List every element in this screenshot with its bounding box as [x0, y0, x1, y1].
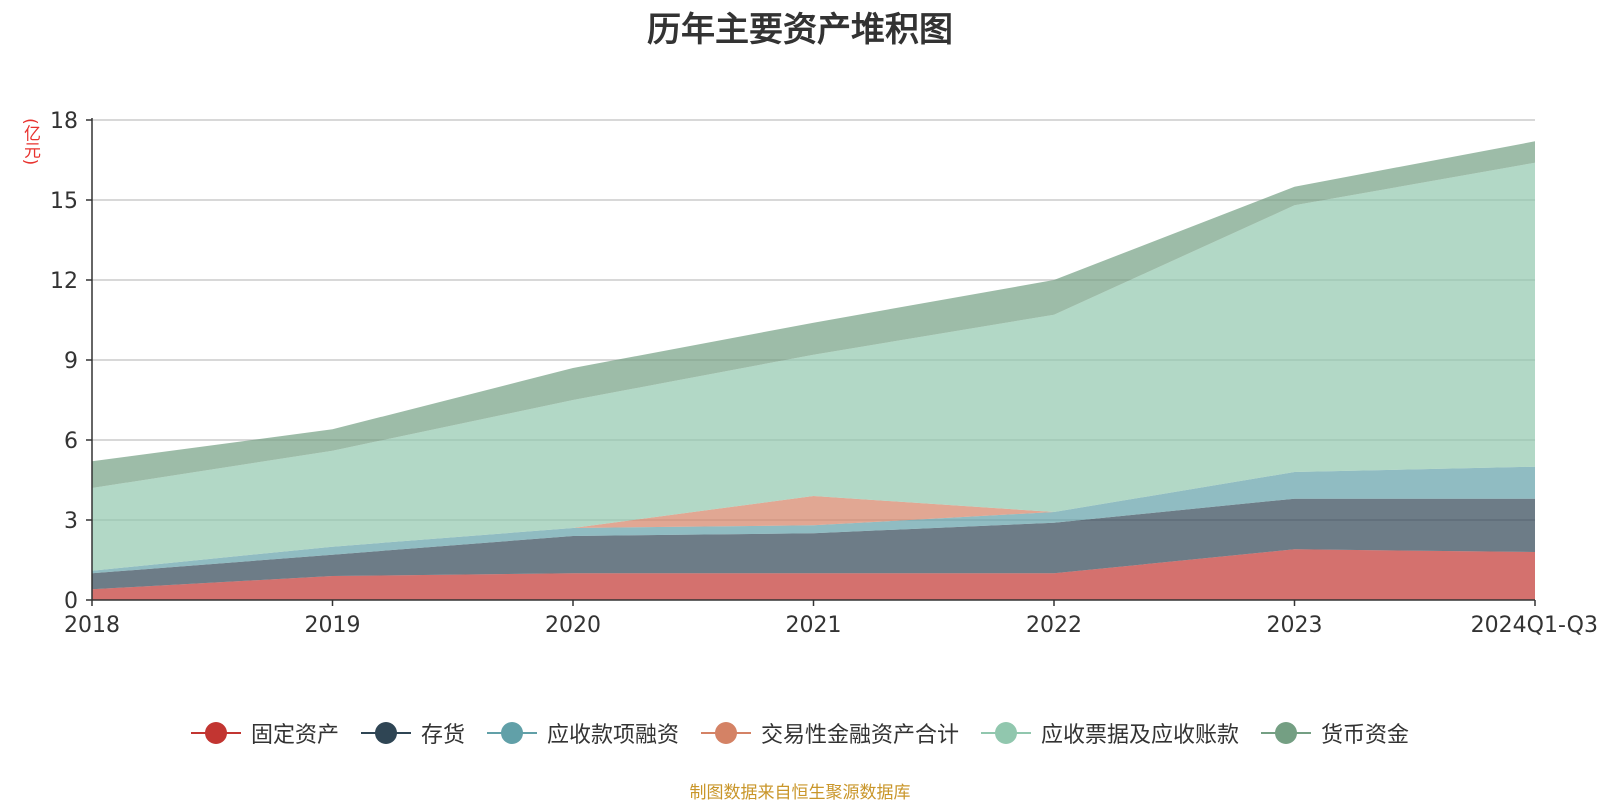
x-tick-label: 2024Q1-Q3	[1471, 613, 1598, 638]
area-series-1	[92, 549, 1535, 600]
y-tick-label: 12	[50, 269, 78, 294]
x-tick-label: 2023	[1267, 613, 1323, 638]
y-axis-unit-label: (亿元)	[20, 118, 40, 166]
axes: 0 3 6 9 12 15 18 2018 2019 2020 2021 2022 2023 2024Q1…	[50, 109, 1598, 638]
area-series-3	[92, 466, 1535, 574]
legend-item-1[interactable]: 固定资产	[190, 717, 339, 749]
x-tick-label: 2018	[64, 613, 120, 638]
legend-item-6[interactable]: 货币资金	[1261, 717, 1409, 749]
legend-marker-dot	[715, 722, 737, 744]
y-tick-label: 6	[64, 429, 78, 454]
stacked-area-chart: 0 3 6 9 12 15 18 2018 2019 2020 2021 2022 2023 2024Q1…	[50, 109, 1598, 638]
source-note: 制图数据来自恒生聚源数据库	[689, 783, 911, 803]
legend-marker-dot	[204, 722, 227, 744]
legend-label: 应收票据及应收账款	[1041, 723, 1240, 748]
legend-label: 存货	[420, 723, 465, 748]
area-series-4	[92, 466, 1535, 571]
legend-marker-icon	[190, 721, 241, 745]
legend-item-4[interactable]: 交易性金融资产合计	[701, 717, 959, 749]
x-tick-label: 2022	[1026, 613, 1082, 638]
chart-title: 历年主要资产堆积图	[647, 10, 953, 50]
legend-marker-icon	[486, 721, 537, 745]
y-tick-label: 3	[64, 509, 78, 534]
legend: 固定资产 存货 应收款项融资 交易性金融资产合计 应收票据及应收账款 货币资金	[0, 718, 1600, 748]
y-tick-label: 0	[64, 589, 78, 614]
legend-item-2[interactable]: 存货	[360, 717, 465, 749]
y-tick-label: 15	[50, 189, 78, 214]
area-series-2	[92, 498, 1535, 590]
area-series-group	[92, 141, 1535, 600]
legend-marker-icon	[1261, 721, 1312, 745]
y-tick-label: 9	[64, 349, 78, 374]
legend-label: 应收款项融资	[546, 723, 679, 748]
legend-item-3[interactable]: 应收款项融资	[486, 717, 679, 749]
x-tick-label: 2020	[545, 613, 601, 638]
legend-marker-dot	[374, 722, 397, 744]
legend-label: 货币资金	[1321, 723, 1410, 748]
x-tick-label: 2019	[305, 613, 361, 638]
legend-marker-icon	[981, 721, 1032, 745]
area-series-5	[92, 162, 1535, 571]
legend-marker-dot	[1275, 722, 1298, 744]
legend-marker-dot	[500, 722, 523, 744]
legend-label: 固定资产	[250, 723, 339, 748]
area-series-6	[92, 141, 1535, 489]
legend-item-5[interactable]: 应收票据及应收账款	[981, 717, 1239, 749]
legend-label: 交易性金融资产合计	[761, 723, 960, 748]
y-tick-label: 18	[50, 109, 78, 134]
legend-marker-icon	[360, 721, 411, 745]
legend-marker-dot	[995, 722, 1018, 744]
legend-marker-icon	[701, 721, 751, 745]
x-tick-label: 2021	[786, 613, 842, 638]
